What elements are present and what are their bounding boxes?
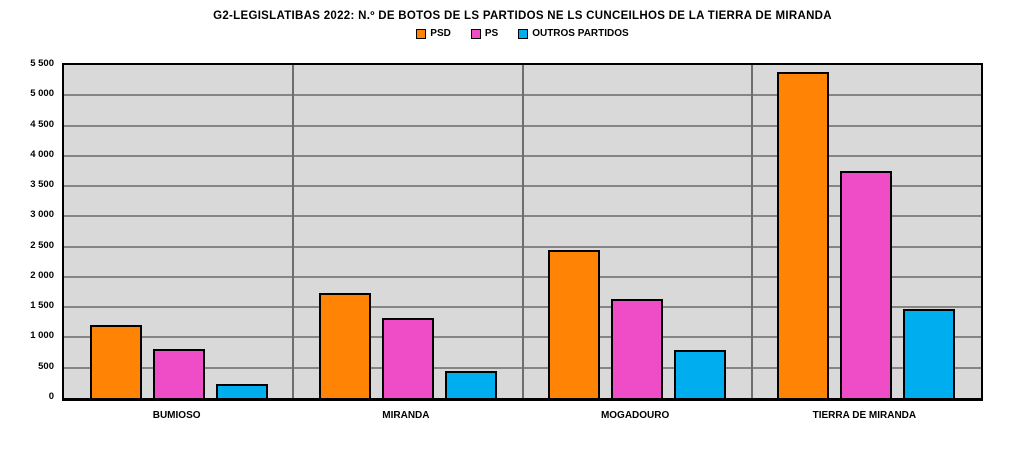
legend-label-outros: OUTROS PARTIDOS [532,28,629,39]
category-separator [521,65,524,398]
bar-outros-partidos-tierra-de-miranda [903,309,956,398]
bar-psd-mogadouro [548,250,601,398]
y-tick-label: 3 000 [30,209,54,221]
legend-item-outros: OUTROS PARTIDOS [518,28,629,39]
y-tick-label: 4 500 [30,118,54,130]
outros-swatch-icon [518,28,529,39]
y-tick-label: 2 000 [30,269,54,281]
legend-item-ps: PS [470,28,499,39]
plot-area [62,63,983,401]
psd-swatch-icon [416,28,427,39]
category-separator [292,65,295,398]
y-tick-label: 2 500 [30,239,54,251]
x-tick-label: MOGADOURO [600,410,670,421]
y-tick-label: 4 000 [30,148,54,160]
bar-psd-bumioso [89,325,142,398]
bar-psd-tierra-de-miranda [777,72,830,398]
legend-label-ps: PS [484,28,499,39]
bar-outros-partidos-miranda [444,371,497,398]
bar-ps-mogadouro [611,299,664,398]
y-tick-label: 1 000 [30,330,54,342]
y-tick-label: 5 000 [30,88,54,100]
y-tick-label: 1 500 [30,300,54,312]
y-tick-label: 3 500 [30,179,54,191]
category-separator [750,65,753,398]
bar-outros-partidos-mogadouro [674,350,727,398]
legend-item-psd: PSD [416,28,451,39]
bar-psd-miranda [318,293,371,398]
bar-ps-miranda [381,318,434,398]
y-tick-label: 0 [48,391,54,402]
legend: PSD PS OUTROS PARTIDOS [62,28,983,39]
y-tick-label: 500 [38,360,54,372]
chart-title: G2-LEGISLATIBAS 2022: N.º DE BOTOS DE LS… [213,10,832,22]
x-tick-label: BUMIOSO [152,410,201,421]
bar-outros-partidos-bumioso [215,384,268,398]
x-tick-label: TIERRA DE MIRANDA [812,410,917,421]
x-tick-label: MIRANDA [382,410,430,421]
bar-ps-tierra-de-miranda [840,171,893,398]
legend-label-psd: PSD [430,28,451,39]
y-tick-label: 5 500 [30,58,54,69]
ps-swatch-icon [470,28,481,39]
bar-ps-bumioso [152,349,205,398]
